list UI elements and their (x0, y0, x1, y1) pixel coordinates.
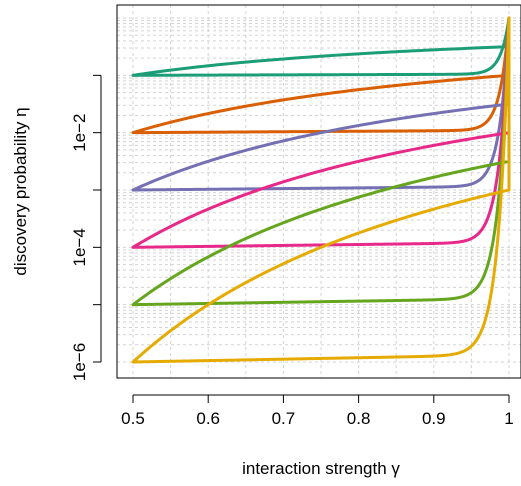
y-axis: 1e−6 1e−4 1e−2 (70, 74, 102, 381)
series-curve-1 (131, 16, 511, 77)
x-tick-label: 1 (504, 409, 513, 428)
x-tick-label: 0.7 (272, 409, 296, 428)
y-axis-title: discovery probability η (11, 107, 30, 275)
y-tick-label: 1e−2 (70, 114, 89, 152)
series-curve-4 (131, 16, 511, 249)
x-tick-label: 0.6 (196, 409, 220, 428)
y-tick-label: 1e−4 (70, 228, 89, 266)
series-curve-5 (131, 16, 511, 307)
x-axis-title: interaction strength γ (242, 459, 400, 478)
x-tick-label: 0.8 (347, 409, 371, 428)
x-tick-label: 0.5 (121, 409, 145, 428)
series-curve-2 (131, 16, 511, 135)
series-curves (131, 16, 511, 364)
grid-lines (117, 5, 521, 378)
plot-frame (116, 4, 521, 379)
y-tick-label: 1e−6 (70, 343, 89, 381)
x-tick-label: 0.9 (422, 409, 446, 428)
series-curve-6 (131, 16, 511, 364)
x-axis: 0.5 0.6 0.7 0.8 0.9 1 (121, 394, 514, 428)
series-curve-3 (131, 16, 511, 192)
